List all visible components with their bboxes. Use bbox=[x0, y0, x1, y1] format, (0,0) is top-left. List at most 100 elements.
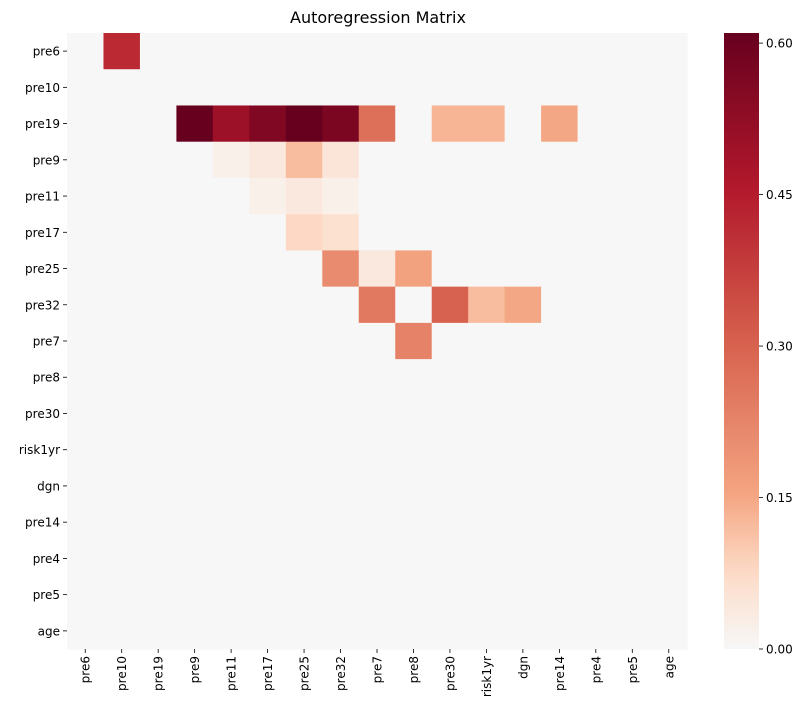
heatmap-cell-pre32-risk1yr bbox=[468, 286, 506, 324]
heatmap-cell-pre25-risk1yr bbox=[468, 250, 506, 288]
heatmap-cell-dgn-pre4 bbox=[577, 467, 615, 505]
heatmap-cell-pre8-pre5 bbox=[614, 359, 652, 396]
y-tick-label: pre8 bbox=[33, 371, 60, 385]
heatmap-cell-pre17-pre17 bbox=[249, 214, 287, 252]
heatmap-cell-pre5-pre4 bbox=[577, 576, 615, 614]
heatmap-cell-pre19-age bbox=[650, 105, 688, 143]
heatmap-cell-pre4-pre7 bbox=[358, 540, 396, 578]
heatmap-cell-pre14-pre5 bbox=[614, 504, 652, 541]
heatmap-cell-pre5-pre6 bbox=[67, 576, 105, 614]
heatmap-cell-pre19-pre8 bbox=[395, 105, 433, 143]
heatmap-cell-pre8-pre32 bbox=[322, 359, 360, 396]
heatmap-cell-pre17-pre4 bbox=[577, 214, 615, 252]
heatmap-cell-pre14-pre7 bbox=[358, 504, 396, 541]
heatmap-cell-pre30-pre10 bbox=[103, 395, 141, 433]
heatmap-cell-risk1yr-dgn bbox=[504, 431, 542, 469]
heatmap-cell-risk1yr-pre5 bbox=[614, 431, 652, 469]
heatmap-cell-pre25-pre10 bbox=[103, 250, 141, 288]
y-tick-label: pre11 bbox=[25, 190, 60, 204]
heatmap-cell-pre4-pre17 bbox=[249, 540, 287, 578]
heatmap-cell-pre10-pre10 bbox=[103, 69, 141, 107]
heatmap-cell-risk1yr-pre32 bbox=[322, 431, 360, 469]
x-tick-label: pre5 bbox=[626, 656, 640, 683]
heatmap-cell-pre4-pre10 bbox=[103, 540, 141, 578]
heatmap-cell-pre6-age bbox=[650, 33, 688, 70]
heatmap-cell-age-pre11 bbox=[212, 612, 250, 650]
colorbar-tick-label: 0.30 bbox=[766, 340, 793, 354]
heatmap-cell-pre30-pre9 bbox=[176, 395, 214, 433]
heatmap-cell-dgn-risk1yr bbox=[468, 467, 506, 505]
heatmap-cell-pre19-pre9 bbox=[176, 105, 214, 143]
heatmap-cell-pre9-pre30 bbox=[431, 141, 469, 179]
heatmap-cell-pre11-pre14 bbox=[541, 177, 579, 215]
heatmap-cell-pre11-pre17 bbox=[249, 177, 287, 215]
heatmap-cell-pre4-pre25 bbox=[285, 540, 323, 578]
heatmap-cell-age-pre9 bbox=[176, 612, 214, 650]
heatmap-cell-pre32-pre32 bbox=[322, 286, 360, 324]
y-tick-label: pre17 bbox=[25, 226, 60, 240]
heatmap-cell-pre9-pre32 bbox=[322, 141, 360, 179]
heatmap-cell-pre19-pre7 bbox=[358, 105, 396, 143]
heatmap-cell-pre25-pre5 bbox=[614, 250, 652, 288]
heatmap-cell-pre9-pre9 bbox=[176, 141, 214, 179]
heatmap-cell-pre4-pre30 bbox=[431, 540, 469, 578]
heatmap-cell-pre10-risk1yr bbox=[468, 69, 506, 107]
heatmap-cell-pre30-pre17 bbox=[249, 395, 287, 433]
heatmap-cell-pre5-pre25 bbox=[285, 576, 323, 614]
heatmap-cell-pre8-pre7 bbox=[358, 359, 396, 396]
heatmap-cell-pre10-pre6 bbox=[67, 69, 105, 107]
heatmap-cell-risk1yr-risk1yr bbox=[468, 431, 506, 469]
y-tick-label: pre10 bbox=[25, 81, 60, 95]
heatmap-cell-pre25-pre8 bbox=[395, 250, 433, 288]
heatmap-cell-pre11-pre9 bbox=[176, 177, 214, 215]
heatmap-cell-age-pre32 bbox=[322, 612, 360, 650]
x-tick-label: pre32 bbox=[334, 656, 348, 691]
x-tick-label: pre6 bbox=[79, 656, 93, 683]
y-tick-label: pre19 bbox=[25, 117, 60, 131]
heatmap-cell-pre4-pre9 bbox=[176, 540, 214, 578]
heatmap-cell-pre5-pre32 bbox=[322, 576, 360, 614]
x-axis: pre6 pre10 pre19 pre9 pre11 pre17 pre25 pre32 pr… bbox=[79, 649, 676, 697]
y-tick-label: pre6 bbox=[33, 45, 60, 59]
heatmap-cell-pre17-pre5 bbox=[614, 214, 652, 252]
heatmap-cell-pre5-pre8 bbox=[395, 576, 433, 614]
heatmap-cell-pre10-dgn bbox=[504, 69, 542, 107]
heatmap-cell-pre9-pre7 bbox=[358, 141, 396, 179]
y-tick-label: dgn bbox=[37, 479, 60, 493]
heatmap-cell-pre6-pre25 bbox=[285, 33, 323, 70]
heatmap-cell-age-pre30 bbox=[431, 612, 469, 650]
heatmap-cell-pre6-pre10 bbox=[103, 33, 141, 70]
heatmap-cell-pre30-pre8 bbox=[395, 395, 433, 433]
heatmap-cell-dgn-pre9 bbox=[176, 467, 214, 505]
heatmap-cell-pre4-pre14 bbox=[541, 540, 579, 578]
heatmap-cell-pre6-pre7 bbox=[358, 33, 396, 70]
heatmap-cell-pre6-pre9 bbox=[176, 33, 214, 70]
heatmap-cell-pre8-pre6 bbox=[67, 359, 105, 396]
heatmap-cell-pre8-pre4 bbox=[577, 359, 615, 396]
heatmap-cell-pre11-pre32 bbox=[322, 177, 360, 215]
heatmap-cell-pre7-dgn bbox=[504, 322, 542, 360]
heatmap-cell-pre17-pre19 bbox=[139, 214, 178, 252]
heatmap-cell-pre14-pre10 bbox=[103, 504, 141, 541]
heatmap-cell-pre7-pre17 bbox=[249, 322, 287, 360]
heatmap-cell-pre17-dgn bbox=[504, 214, 542, 252]
heatmap-cell-pre10-pre9 bbox=[176, 69, 214, 107]
heatmap-cell-dgn-pre25 bbox=[285, 467, 323, 505]
heatmap-cell-pre32-age bbox=[650, 286, 688, 324]
heatmap-cell-pre10-pre14 bbox=[541, 69, 579, 107]
heatmap-cell-pre14-age bbox=[650, 504, 688, 541]
heatmap-cell-pre14-pre19 bbox=[139, 504, 178, 541]
heatmap-cell-pre4-pre32 bbox=[322, 540, 360, 578]
y-tick-label: pre25 bbox=[25, 262, 60, 276]
heatmap-cell-risk1yr-pre14 bbox=[541, 431, 579, 469]
heatmap-cell-dgn-pre17 bbox=[249, 467, 287, 505]
heatmap-cell-pre25-age bbox=[650, 250, 688, 288]
x-tick-label: pre25 bbox=[298, 656, 312, 691]
x-tick-label: pre9 bbox=[188, 656, 202, 683]
heatmap-cell-dgn-age bbox=[650, 467, 688, 505]
heatmap-cell-dgn-pre8 bbox=[395, 467, 433, 505]
heatmap-cell-age-pre17 bbox=[249, 612, 287, 650]
heatmap-cell-pre4-risk1yr bbox=[468, 540, 506, 578]
heatmap-cell-pre10-pre5 bbox=[614, 69, 652, 107]
heatmap-cell-risk1yr-pre4 bbox=[577, 431, 615, 469]
